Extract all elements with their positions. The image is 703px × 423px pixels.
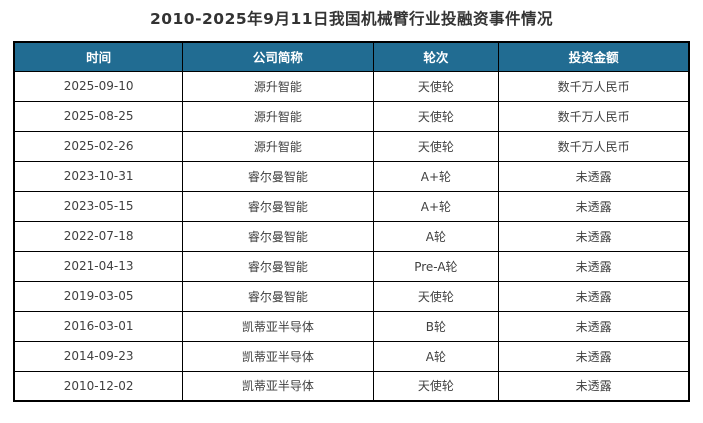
cell-round: 天使轮 bbox=[372, 100, 500, 132]
cell-amount: 数千万人民币 bbox=[498, 70, 690, 102]
table-row: 2019-03-05 睿尔曼智能 天使轮 未透露 bbox=[13, 280, 690, 312]
table-row: 2025-09-10 源升智能 天使轮 数千万人民币 bbox=[13, 70, 690, 102]
table-row: 2022-07-18 睿尔曼智能 A轮 未透露 bbox=[13, 220, 690, 252]
cell-time: 2021-04-13 bbox=[13, 250, 184, 282]
cell-company: 源升智能 bbox=[182, 130, 374, 162]
cell-time: 2014-09-23 bbox=[13, 340, 184, 372]
cell-time: 2023-05-15 bbox=[13, 190, 184, 222]
cell-amount: 未透露 bbox=[498, 280, 690, 312]
cell-company: 凯蒂亚半导体 bbox=[182, 370, 374, 402]
cell-time: 2016-03-01 bbox=[13, 310, 184, 342]
table-row: 2023-05-15 睿尔曼智能 A+轮 未透露 bbox=[13, 190, 690, 222]
cell-company: 睿尔曼智能 bbox=[182, 250, 374, 282]
cell-company: 源升智能 bbox=[182, 70, 374, 102]
table-row: 2021-04-13 睿尔曼智能 Pre-A轮 未透露 bbox=[13, 250, 690, 282]
table-header-row: 时间 公司简称 轮次 投资金额 bbox=[13, 41, 690, 72]
cell-amount: 数千万人民币 bbox=[498, 100, 690, 132]
financing-events-table: 时间 公司简称 轮次 投资金额 2025-09-10 源升智能 天使轮 数千万人民币 2025… bbox=[13, 41, 690, 402]
cell-round: A+轮 bbox=[372, 190, 500, 222]
cell-amount: 未透露 bbox=[498, 370, 690, 402]
column-header-amount: 投资金额 bbox=[498, 41, 690, 72]
cell-company: 睿尔曼智能 bbox=[182, 160, 374, 192]
cell-round: 天使轮 bbox=[372, 70, 500, 102]
cell-company: 凯蒂亚半导体 bbox=[182, 340, 374, 372]
cell-amount: 未透露 bbox=[498, 190, 690, 222]
cell-round: 天使轮 bbox=[372, 130, 500, 162]
column-header-time: 时间 bbox=[13, 41, 184, 72]
cell-amount: 未透露 bbox=[498, 160, 690, 192]
cell-time: 2025-09-10 bbox=[13, 70, 184, 102]
table-body: 2025-09-10 源升智能 天使轮 数千万人民币 2025-08-25 源升智能 天使轮… bbox=[13, 70, 690, 402]
cell-round: A+轮 bbox=[372, 160, 500, 192]
page-title: 2010-2025年9月11日我国机械臂行业投融资事件情况 bbox=[149, 10, 554, 28]
cell-amount: 未透露 bbox=[498, 250, 690, 282]
cell-time: 2010-12-02 bbox=[13, 370, 184, 402]
cell-company: 凯蒂亚半导体 bbox=[182, 310, 374, 342]
cell-round: Pre-A轮 bbox=[372, 250, 500, 282]
cell-time: 2025-02-26 bbox=[13, 130, 184, 162]
cell-amount: 未透露 bbox=[498, 340, 690, 372]
cell-amount: 未透露 bbox=[498, 310, 690, 342]
table-row: 2025-02-26 源升智能 天使轮 数千万人民币 bbox=[13, 130, 690, 162]
column-header-round: 轮次 bbox=[372, 41, 500, 72]
cell-company: 源升智能 bbox=[182, 100, 374, 132]
cell-amount: 未透露 bbox=[498, 220, 690, 252]
column-header-company: 公司简称 bbox=[182, 41, 374, 72]
cell-round: 天使轮 bbox=[372, 370, 500, 402]
cell-round: A轮 bbox=[372, 220, 500, 252]
table-row: 2014-09-23 凯蒂亚半导体 A轮 未透露 bbox=[13, 340, 690, 372]
table-row: 2025-08-25 源升智能 天使轮 数千万人民币 bbox=[13, 100, 690, 132]
table-row: 2023-10-31 睿尔曼智能 A+轮 未透露 bbox=[13, 160, 690, 192]
cell-company: 睿尔曼智能 bbox=[182, 190, 374, 222]
cell-round: A轮 bbox=[372, 340, 500, 372]
cell-time: 2023-10-31 bbox=[13, 160, 184, 192]
cell-company: 睿尔曼智能 bbox=[182, 280, 374, 312]
cell-company: 睿尔曼智能 bbox=[182, 220, 374, 252]
cell-time: 2019-03-05 bbox=[13, 280, 184, 312]
cell-time: 2022-07-18 bbox=[13, 220, 184, 252]
cell-round: 天使轮 bbox=[372, 280, 500, 312]
table-row: 2010-12-02 凯蒂亚半导体 天使轮 未透露 bbox=[13, 370, 690, 402]
table-row: 2016-03-01 凯蒂亚半导体 B轮 未透露 bbox=[13, 310, 690, 342]
cell-amount: 数千万人民币 bbox=[498, 130, 690, 162]
cell-time: 2025-08-25 bbox=[13, 100, 184, 132]
cell-round: B轮 bbox=[372, 310, 500, 342]
